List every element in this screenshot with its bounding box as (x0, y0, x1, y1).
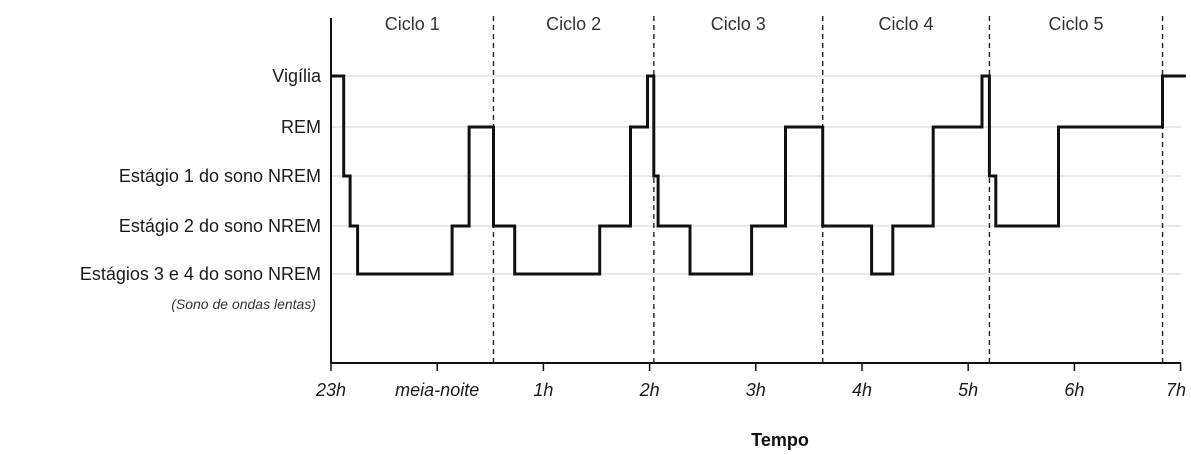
stage-sublabel: (Sono de ondas lentas) (171, 296, 316, 312)
x-tick-label: 6h (1064, 380, 1084, 400)
x-tick-labels: 23h meia-noite 1h 2h 3h 4h 5h 6h 7h (315, 380, 1186, 400)
cycle-label: Ciclo 1 (385, 14, 440, 34)
x-tick-label: 23h (315, 380, 346, 400)
x-axis-title: Tempo (751, 430, 809, 450)
grid-lines (331, 75, 1181, 275)
stage-label: Estágios 3 e 4 do sono NREM (80, 264, 321, 284)
stage-label: Vigília (272, 66, 322, 86)
x-tick-label: 4h (852, 380, 872, 400)
stage-label: Estágio 2 do sono NREM (119, 216, 321, 236)
x-tick-label: 3h (746, 380, 766, 400)
cycle-dividers: Ciclo 1 Ciclo 2 Ciclo 3 Ciclo 4 Ciclo 5 (385, 14, 1164, 363)
x-tick-label: 1h (533, 380, 553, 400)
x-tick-label: 5h (958, 380, 978, 400)
stage-label: Estágio 1 do sono NREM (119, 166, 321, 186)
y-category-labels: Vigília REM Estágio 1 do sono NREM Estágio … (80, 66, 322, 312)
cycle-label: Ciclo 2 (546, 14, 601, 34)
x-tick-label: meia-noite (395, 380, 479, 400)
cycle-label: Ciclo 3 (711, 14, 766, 34)
hypnogram-series (331, 74, 1186, 276)
x-tick-label: 7h (1166, 380, 1186, 400)
cycle-label: Ciclo 4 (879, 14, 934, 34)
x-tick-label: 2h (639, 380, 660, 400)
hypnogram-line (331, 74, 1186, 276)
axes (330, 18, 1182, 371)
stage-label: REM (281, 117, 321, 137)
cycle-label: Ciclo 5 (1048, 14, 1103, 34)
